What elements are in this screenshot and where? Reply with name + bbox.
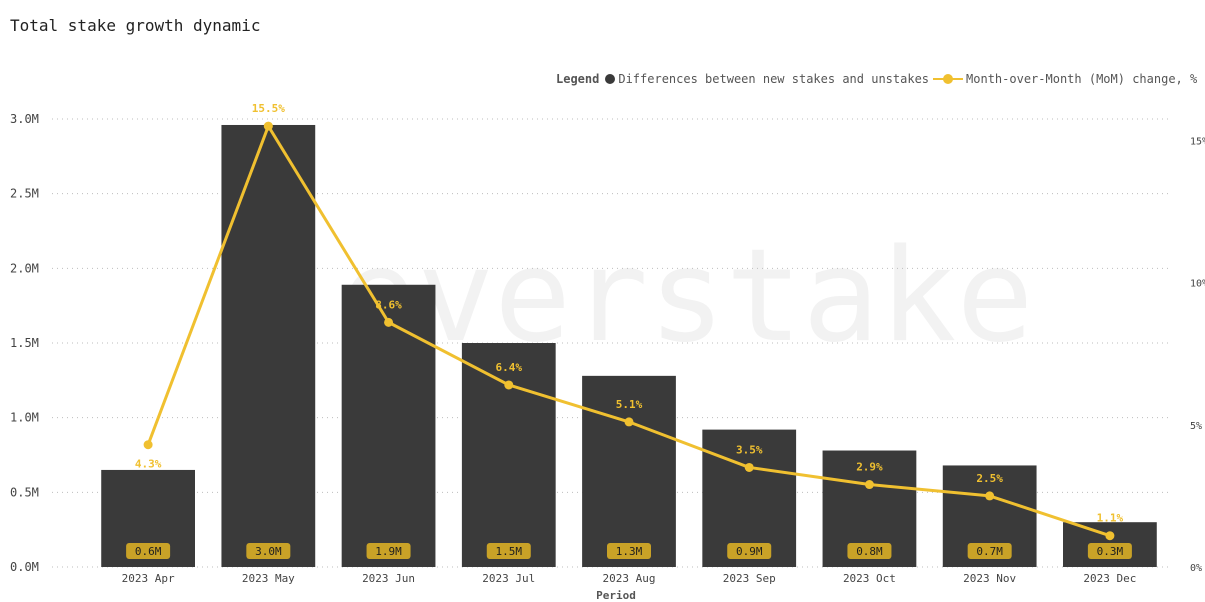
x-tick-label: 2023 Jun [362,572,415,585]
bar-label-box [366,543,411,559]
mom-data-label: 6.4% [496,361,523,374]
y-tick-label: 2.0M [10,261,39,275]
bar-data-label: 0.8M [856,545,883,558]
bar-data-label: 0.3M [1097,545,1124,558]
y-tick-label: 2.5M [10,187,39,201]
mom-point [864,480,874,490]
mom-point [624,417,634,427]
mom-data-label: 4.3% [135,458,162,471]
bar-data-label: 0.9M [736,545,763,558]
bar-label-box [607,543,651,559]
y-tick-label: 0.0M [10,560,39,574]
bar-label-box [126,543,171,559]
legend-item-bar-series[interactable]: Differences between new stakes and unsta… [618,72,930,86]
bar-label-box [486,543,531,559]
legend-item-line-series[interactable]: Month-over-Month (MoM) change, % [966,72,1198,86]
bar-data-label: 0.6M [135,545,162,558]
bar-label-box [847,543,892,559]
bar-label-box [1087,543,1132,559]
y-tick-label: 1.0M [10,411,39,425]
mom-data-label: 1.1% [1097,512,1124,525]
mom-point [143,440,153,450]
bar [221,124,316,568]
bar-series-marker-icon [605,74,616,84]
mom-point [384,317,394,327]
bar-data-label: 1.5M [496,545,523,558]
mom-point [744,462,754,472]
bar-data-label: 0.7M [976,545,1003,558]
legend-title: Legend [556,72,600,86]
line-series-marker-icon [933,74,964,84]
x-tick-label: 2023 Jul [482,572,535,585]
bar [461,343,556,567]
bar-label-box [727,543,772,559]
x-tick-label: 2023 Aug [603,572,656,585]
mom-point [504,380,514,390]
y2-tick-label: 5% [1190,421,1202,432]
mom-point [1105,531,1115,541]
x-tick-label: 2023 Oct [843,572,896,585]
mom-point [263,121,273,131]
bar-data-label: 1.3M [616,545,643,558]
bar-label-box [246,543,291,559]
y-tick-label: 1.5M [10,336,39,350]
x-tick-label: 2023 Nov [963,572,1016,585]
x-tick-label: 2023 Dec [1083,572,1136,585]
watermark-text: everstake [340,222,1034,371]
y-tick-label: 0.5M [10,485,39,499]
legend: Legend Differences between new stakes an… [556,72,1197,86]
mom-data-label: 3.5% [736,443,763,456]
mom-data-label: 8.6% [375,298,402,311]
mom-data-label: 5.1% [616,398,643,411]
bar-label-box [967,543,1012,559]
x-tick-label: 2023 May [242,572,295,585]
x-tick-label: 2023 Apr [122,572,175,585]
y2-tick-label: 15% [1190,136,1205,147]
bar [341,284,436,567]
mom-point [985,491,995,501]
bar-data-label: 3.0M [255,545,282,558]
x-axis-title: Period [596,589,636,602]
bar [582,375,676,567]
x-tick-label: 2023 Sep [723,572,776,585]
y2-tick-label: 0% [1190,563,1202,574]
mom-data-label: 2.5% [976,472,1003,485]
mom-data-label: 2.9% [856,461,883,474]
y2-tick-label: 10% [1190,279,1205,290]
mom-data-label: 15.5% [252,102,285,115]
bar-data-label: 1.9M [375,545,402,558]
chart-title: Total stake growth dynamic [10,16,261,35]
y-tick-label: 3.0M [10,112,39,126]
